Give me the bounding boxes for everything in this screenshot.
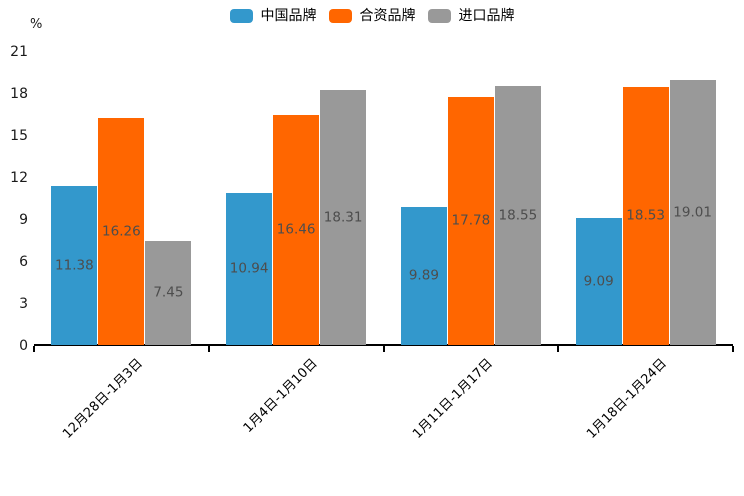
bar-value-label: 19.01	[673, 203, 712, 220]
x-tick-label: 12月28日-1月3日	[60, 356, 146, 442]
legend-item-label: 中国品牌	[260, 8, 317, 24]
bar-value-label: 11.38	[55, 257, 94, 274]
bar-value-label: 9.89	[408, 267, 439, 284]
bar-value-label: 17.78	[451, 212, 491, 229]
bar-value-label: 10.94	[229, 260, 269, 277]
legend-swatch-icon	[427, 9, 451, 23]
chart-legend: 中国品牌 合资品牌 进口品牌	[0, 9, 744, 23]
y-tick-label: 6	[19, 253, 28, 270]
legend-item-label: 进口品牌	[458, 8, 515, 24]
y-tick-label: 21	[10, 44, 28, 60]
bar-value-label: 18.53	[626, 207, 665, 224]
bar-series3-group1	[145, 241, 192, 346]
bar-series1-group1	[51, 186, 98, 346]
bar-series1-group4	[575, 218, 622, 346]
bar-series2-group3	[447, 97, 494, 346]
bar-series2-group2	[273, 115, 320, 346]
bar-series1-group2	[226, 192, 273, 346]
bar-value-label: 7.45	[153, 284, 184, 301]
y-tick-label: 15	[10, 127, 28, 144]
bar-value-label: 16.26	[102, 223, 141, 240]
x-tick-label: 1月18日-1月24日	[584, 356, 671, 442]
legend-item-1[interactable]: 中国品牌	[229, 8, 317, 24]
x-tick-label: 1月11日-1月17日	[409, 356, 496, 442]
bar-value-label: 16.46	[276, 221, 316, 238]
bar-series1-group3	[400, 207, 447, 346]
x-axis-tick	[382, 346, 385, 352]
y-tick-label: 3	[19, 295, 28, 312]
x-axis-tick	[207, 346, 210, 352]
x-axis-tick	[732, 346, 734, 352]
legend-item-label: 合资品牌	[359, 8, 416, 24]
y-axis-unit-label: %	[30, 17, 43, 32]
bar-series2-group1	[98, 118, 145, 346]
legend-swatch-icon	[328, 9, 352, 23]
legend-item-2[interactable]: 合资品牌	[328, 8, 416, 24]
y-tick-label: 9	[19, 211, 28, 228]
legend-item-3[interactable]: 进口品牌	[427, 8, 515, 24]
bar-value-label: 18.55	[498, 207, 538, 224]
y-tick-label: 18	[10, 85, 28, 102]
x-axis-tick	[557, 346, 560, 352]
bar-value-label: 18.31	[323, 208, 363, 225]
bar-value-label: 9.09	[583, 273, 614, 290]
bar-series3-group2	[320, 89, 367, 346]
x-axis-tick	[33, 346, 35, 352]
x-axis-line	[34, 344, 733, 346]
y-tick-label: 0	[19, 337, 28, 354]
x-tick-label: 1月4日-1月10日	[240, 356, 321, 436]
legend-swatch-icon	[229, 9, 253, 23]
bar-series3-group4	[669, 79, 716, 346]
y-tick-label: 12	[10, 169, 28, 186]
bar-series2-group4	[622, 86, 669, 346]
bar-series3-group3	[494, 86, 541, 346]
